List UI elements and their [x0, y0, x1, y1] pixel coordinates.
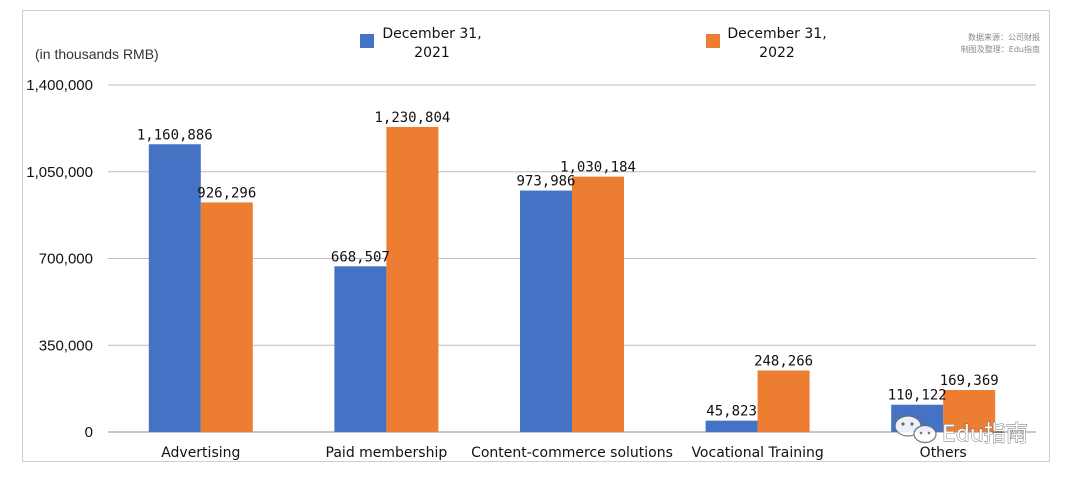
category-label: Content-commerce solutions	[471, 445, 673, 461]
bar	[386, 126, 439, 433]
y-tick-label: 700,000	[39, 251, 93, 268]
legend-swatch-2021	[360, 34, 374, 48]
y-tick-label: 1,400,000	[26, 77, 93, 94]
bar	[572, 176, 624, 432]
category-label: Others	[920, 445, 967, 461]
legend-label-2022-line1: December 31,	[727, 26, 826, 42]
legend-label-2021-line1: December 31,	[382, 26, 481, 42]
category-label: Paid membership	[326, 445, 448, 461]
category-label: Advertising	[161, 445, 240, 461]
legend-label-2021-line2: 2021	[414, 45, 450, 61]
y-axis-ticks: 0 350,000 700,000 1,050,000 1,400,000	[26, 77, 93, 441]
source-line-1: 数据来源：公司财报	[968, 32, 1040, 42]
watermark-text: Edu指南	[942, 422, 1028, 447]
y-tick-label: 350,000	[39, 337, 93, 354]
data-label: 1,230,804	[374, 110, 450, 126]
category-label: Vocational Training	[691, 445, 823, 461]
bar	[334, 266, 387, 432]
data-label: 1,160,886	[137, 127, 213, 143]
data-label: 248,266	[754, 353, 813, 369]
bar	[943, 390, 996, 432]
data-labels: 1,160,886926,296668,5071,230,804973,9861…	[137, 110, 999, 420]
data-label: 169,369	[940, 373, 999, 389]
data-label: 668,507	[331, 249, 390, 265]
y-tick-label: 1,050,000	[26, 164, 93, 181]
legend-swatch-2022	[706, 34, 720, 48]
watermark: Edu指南	[894, 415, 1028, 447]
bar	[200, 202, 253, 432]
wechat-icon	[894, 415, 937, 444]
x-axis-ticks: Advertising Paid membership Content-commer…	[161, 445, 967, 461]
source-note: 数据来源：公司财报 制图及整理：Edu指南	[961, 32, 1040, 54]
data-label: 1,030,184	[560, 160, 636, 176]
data-label: 926,296	[197, 185, 256, 201]
bar	[705, 420, 758, 432]
bar	[520, 190, 572, 432]
data-label: 45,823	[706, 404, 757, 420]
data-label: 973,986	[516, 174, 575, 190]
legend-label-2022-line2: 2022	[759, 45, 795, 61]
bars	[148, 126, 996, 433]
unit-label: (in thousands RMB)	[35, 46, 159, 62]
y-tick-label: 0	[85, 424, 93, 441]
data-label: 110,122	[888, 388, 947, 404]
bar	[757, 370, 810, 432]
bar	[148, 144, 201, 432]
legend: December 31, 2021 December 31, 2022	[360, 26, 827, 61]
source-line-2: 制图及整理：Edu指南	[961, 44, 1040, 54]
